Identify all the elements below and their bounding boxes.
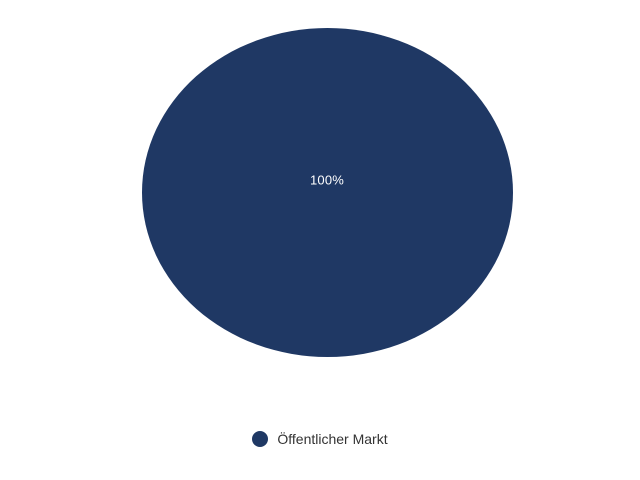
legend-marker-circle-icon	[252, 431, 269, 447]
legend-item-oeffentlicher-markt[interactable]: Öffentlicher Markt	[252, 431, 388, 447]
legend-item-label: Öffentlicher Markt	[277, 431, 388, 447]
pie-slice-oeffentlicher-markt[interactable]	[142, 28, 513, 357]
legend: Öffentlicher Markt	[0, 428, 640, 450]
